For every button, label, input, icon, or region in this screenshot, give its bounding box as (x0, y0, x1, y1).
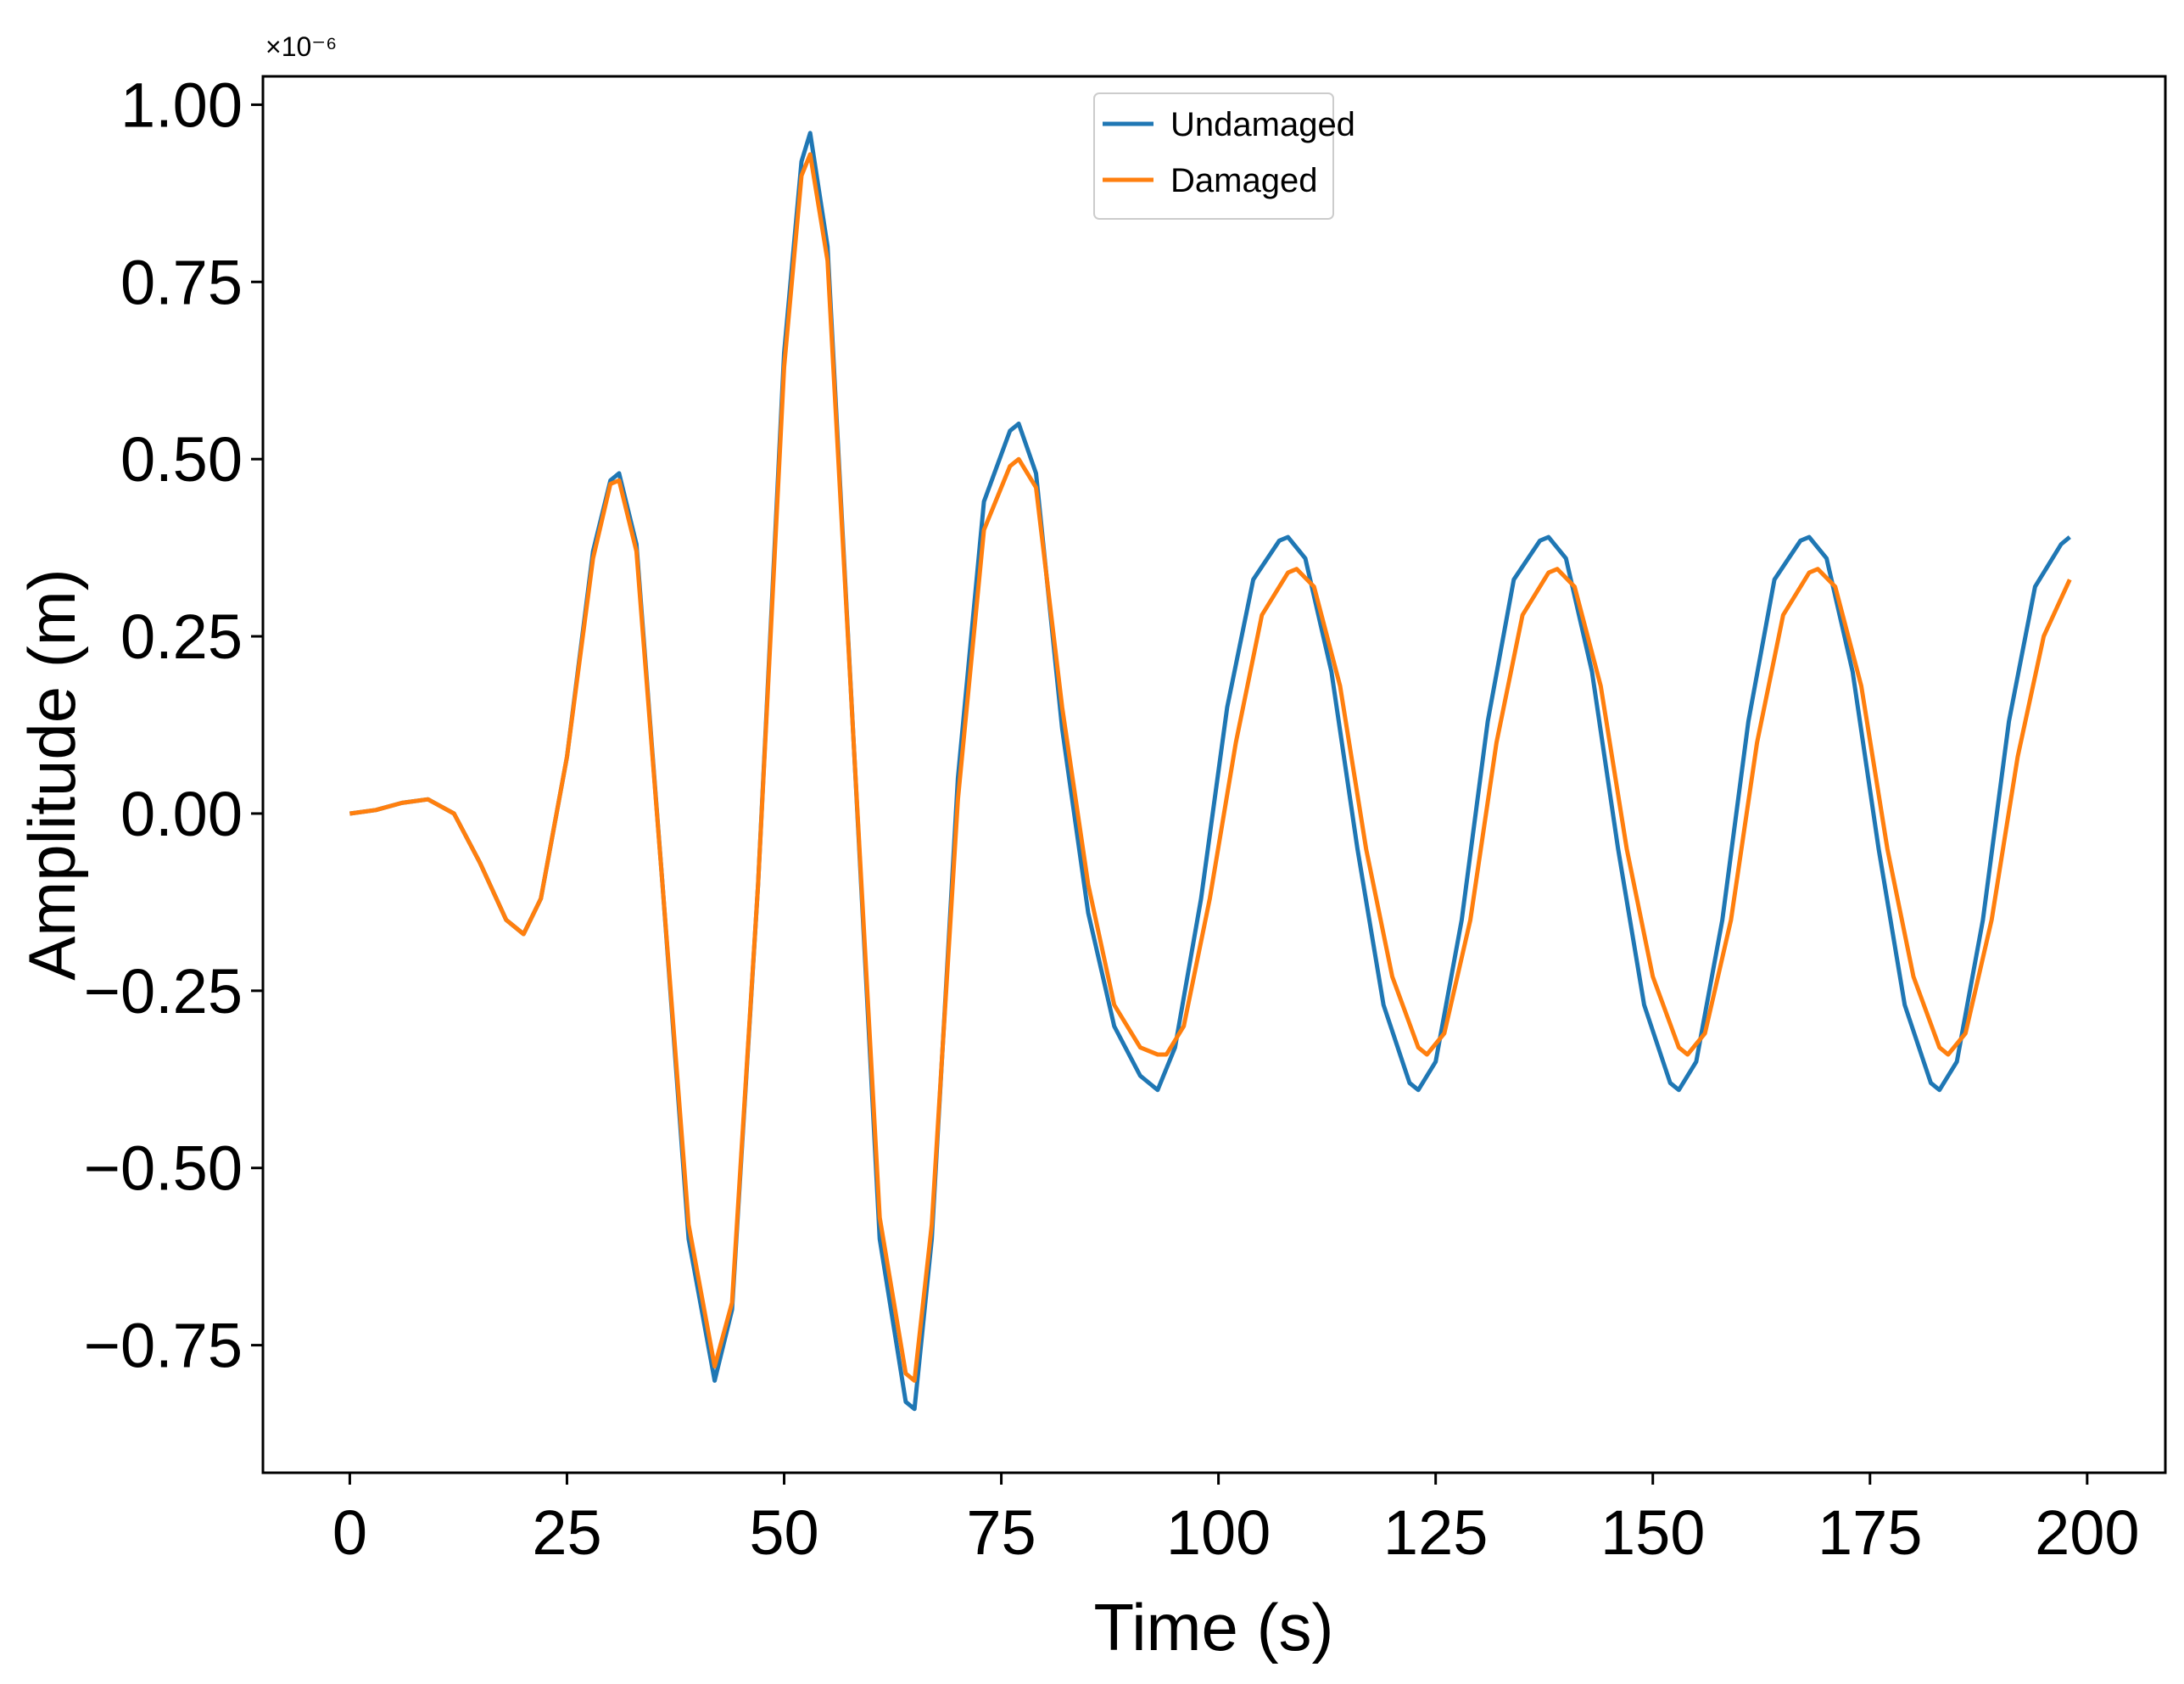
y-tick-label: 1.00 (120, 70, 243, 140)
plot-area-frame (261, 75, 2167, 1474)
x-tick-label: 100 (1166, 1497, 1271, 1568)
y-axis-ticks: −0.75 −0.50 −0.25 0.00 0.25 0.50 0.75 1.00 (84, 70, 263, 1381)
x-tick-label: 200 (2035, 1497, 2139, 1568)
y-tick-label: 0.50 (120, 424, 243, 495)
legend-label-damaged: Damaged (1170, 162, 1317, 199)
series-line-damaged (349, 152, 2072, 1383)
y-axis-offset-label: ×10⁻⁶ (265, 31, 337, 62)
y-tick-label: −0.25 (84, 956, 243, 1027)
series-layer (349, 131, 2072, 1412)
legend: Undamaged Damaged (1093, 92, 1355, 220)
legend-label-undamaged: Undamaged (1170, 106, 1355, 143)
x-axis-ticks: 0 25 50 75 100 125 150 175 200 (332, 1473, 2140, 1568)
x-tick-label: 125 (1383, 1497, 1488, 1568)
x-axis-title: Time (s) (1093, 1590, 1333, 1664)
y-tick-label: 0.00 (120, 779, 243, 849)
x-tick-label: 25 (532, 1497, 601, 1568)
y-tick-label: −0.75 (84, 1311, 243, 1381)
legend-box (1093, 92, 1334, 220)
y-tick-label: −0.50 (84, 1133, 243, 1204)
y-axis-title: Amplitude (m) (14, 568, 89, 980)
x-tick-label: 50 (749, 1497, 818, 1568)
x-tick-label: 0 (332, 1497, 367, 1568)
x-tick-label: 75 (966, 1497, 1036, 1568)
x-tick-label: 175 (1818, 1497, 1922, 1568)
x-tick-label: 150 (1600, 1497, 1705, 1568)
y-tick-label: 0.75 (120, 247, 243, 317)
y-tick-label: 0.25 (120, 601, 243, 672)
